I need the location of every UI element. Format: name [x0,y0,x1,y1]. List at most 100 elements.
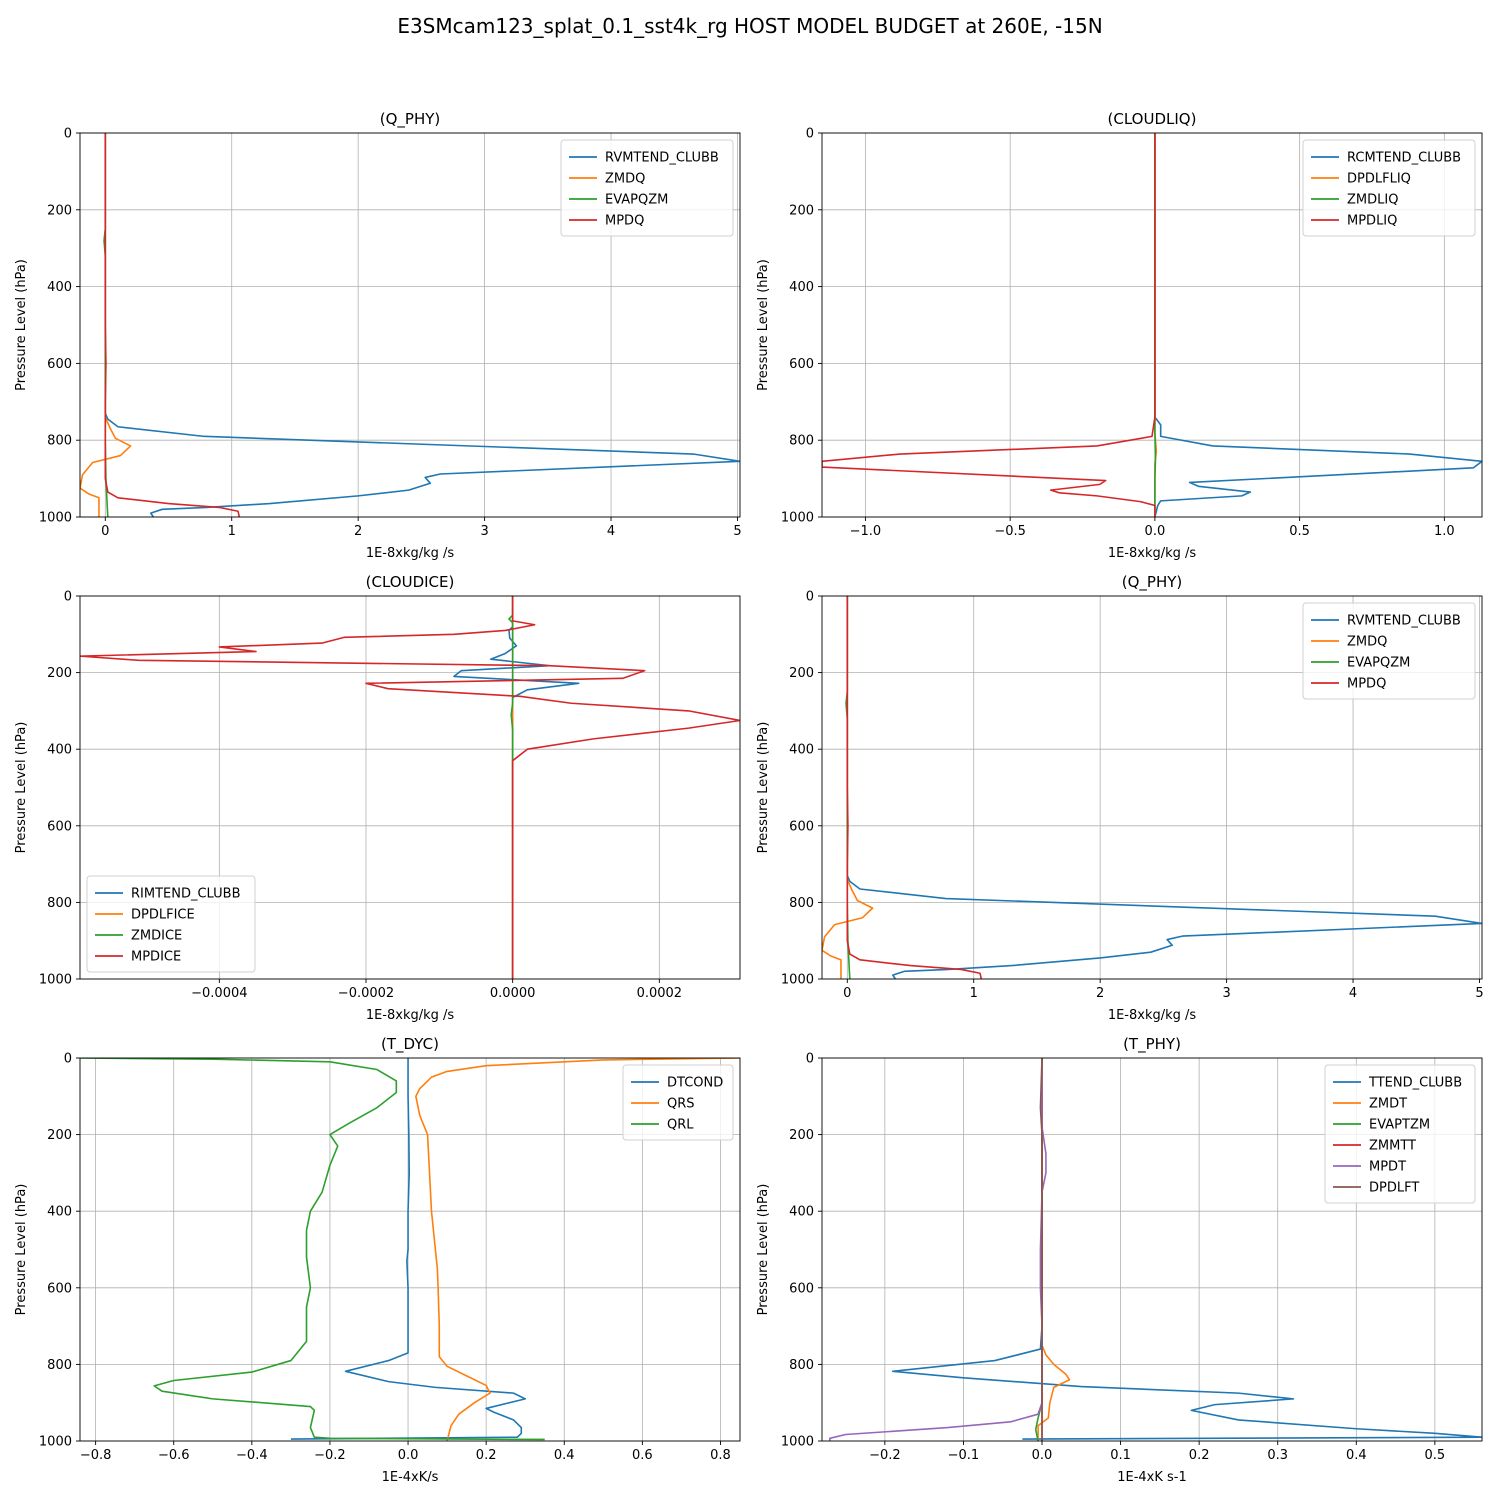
x-tick-label: −0.5 [994,524,1026,539]
x-tick-label: −0.1 [948,1448,980,1463]
legend-label-zmmtt: ZMMTT [1369,1139,1416,1154]
legend-label-mpdt: MPDT [1369,1160,1406,1175]
y-tick-label: 400 [47,1205,72,1220]
subplot-title: (T_DYC) [381,1035,439,1054]
legend: DTCOND QRS QRL [622,1064,734,1141]
legend-frame [622,1064,734,1141]
legend-label-mpdq: MPDQ [605,214,644,229]
legend-label-zmdq: ZMDQ [605,172,645,187]
y-tick-label: 0 [64,590,72,605]
axes-frame [79,132,741,518]
y-axis-label: Pressure Level (hPa) [756,259,771,391]
y-tick-label: 400 [789,1205,814,1220]
series-line-mpdq [846,596,983,979]
legend-label-mpdice: MPDICE [131,950,181,965]
legend-label-evaptzm: EVAPTZM [1369,1118,1430,1133]
y-tick-label: 0 [806,590,814,605]
series-line-dpdlft [1039,1058,1043,1441]
y-tick-label: 400 [789,280,814,295]
y-axis-label: Pressure Level (hPa) [14,1184,29,1316]
legend-frame [1302,139,1476,237]
y-tick-label: 200 [47,203,72,218]
legend-label-qrl: QRL [667,1118,694,1133]
x-tick-label: −0.2 [869,1448,901,1463]
series-line-mpdt [829,1058,1047,1441]
series-line-ttend_clubb [891,1058,1482,1440]
x-tick-label: 0.0000 [490,986,536,1001]
series-line-rimtend_clubb [453,596,580,979]
legend-label-dpdlft: DPDLFT [1369,1181,1419,1196]
legend: RIMTEND_CLUBB DPDLFICE ZMDICE MPDICE [86,875,256,973]
series-line-qrs [415,1058,740,1441]
legend-frame [1324,1064,1476,1204]
series-line-mpdliq [822,133,1156,517]
y-tick-label: 400 [789,743,814,758]
legend: RCMTEND_CLUBB DPDLFLIQ ZMDLIQ MPDLIQ [1302,139,1476,237]
x-tick-label: −0.8 [80,1448,112,1463]
legend: RVMTEND_CLUBB ZMDQ EVAPQZM MPDQ [560,139,734,237]
x-tick-label: 0.1 [1110,1448,1131,1463]
x-tick-label: 3 [1222,986,1230,1001]
y-tick-label: 1000 [39,973,72,988]
x-tick-label: 0 [843,986,851,1001]
legend-label-qrs: QRS [667,1097,695,1112]
legend-label-zmdq: ZMDQ [1347,635,1387,650]
x-axis-label: 1E-8xkg/kg /s [366,1008,455,1023]
y-tick-label: 1000 [781,1435,814,1450]
x-tick-label: 0.0 [1032,1448,1053,1463]
y-tick-label: 400 [47,280,72,295]
legend-frame [1302,602,1476,700]
x-tick-label: 5 [733,524,741,539]
series-line-mpdq [104,133,241,517]
x-tick-label: 0.5 [1425,1448,1446,1463]
y-tick-label: 800 [47,1358,72,1373]
y-tick-label: 600 [789,1281,814,1296]
x-tick-label: −0.4 [236,1448,268,1463]
y-tick-label: 600 [47,819,72,834]
x-tick-label: 2 [1096,986,1104,1001]
y-tick-label: 0 [806,1052,814,1067]
y-axis-label: Pressure Level (hPa) [756,722,771,854]
y-axis-label: Pressure Level (hPa) [756,1184,771,1316]
y-tick-label: 800 [789,1358,814,1373]
subplot-1: 0 1 2 3 4 5 0 200 400 600 800 1000 (Q_PHY) 1E-8xkg/kg… [14,110,742,561]
axes-frame [821,1057,1483,1442]
y-tick-label: 0 [64,127,72,142]
x-tick-label: 0.5 [1289,524,1310,539]
y-tick-label: 0 [806,127,814,142]
x-tick-label: 3 [480,524,488,539]
y-tick-label: 400 [47,743,72,758]
x-tick-label: 0.0002 [637,986,683,1001]
legend: RVMTEND_CLUBB ZMDQ EVAPQZM MPDQ [1302,602,1476,700]
y-tick-label: 600 [47,357,72,372]
subplot-title: (Q_PHY) [1122,573,1183,592]
x-tick-label: −0.2 [314,1448,346,1463]
legend-label-zmdice: ZMDICE [131,929,182,944]
x-tick-label: 4 [1349,986,1357,1001]
y-tick-label: 800 [789,434,814,449]
x-tick-label: 1 [228,524,236,539]
legend-label-dtcond: DTCOND [667,1076,723,1091]
series-line-zmdq [80,133,132,517]
legend-label-mpdq: MPDQ [1347,677,1386,692]
y-tick-label: 200 [789,203,814,218]
figure-title: E3SMcam123_splat_0.1_sst4k_rg HOST MODEL… [397,14,1103,38]
y-tick-label: 200 [789,666,814,681]
y-tick-label: 1000 [39,511,72,526]
x-axis-label: 1E-8xkg/kg /s [1108,1008,1197,1023]
series-line-zmdt [1037,1058,1071,1441]
x-tick-label: 0 [101,524,109,539]
x-axis-label: 1E-4xK/s [382,1470,439,1485]
y-tick-label: 1000 [781,973,814,988]
series-line-dtcond [290,1058,527,1440]
y-tick-label: 600 [47,1281,72,1296]
y-tick-label: 200 [47,666,72,681]
legend-label-dpdlfliq: DPDLFLIQ [1347,172,1411,187]
series-line-qrl [80,1058,545,1441]
legend-label-rcmtend_clubb: RCMTEND_CLUBB [1347,151,1461,166]
x-tick-label: 0.0 [398,1448,419,1463]
y-tick-label: 600 [789,357,814,372]
y-axis-label: Pressure Level (hPa) [14,722,29,854]
subplot-title: (T_PHY) [1123,1035,1181,1054]
